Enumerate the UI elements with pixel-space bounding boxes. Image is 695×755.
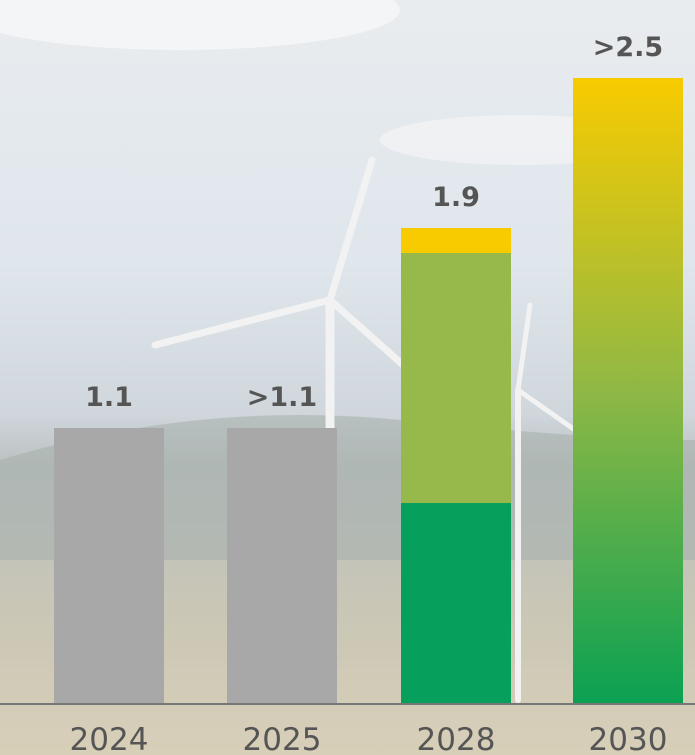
bar — [401, 253, 511, 503]
x-tick-label: 2024 — [70, 722, 149, 755]
bar — [401, 503, 511, 703]
value-label: >1.1 — [247, 382, 317, 413]
value-label: 1.9 — [432, 182, 480, 213]
value-label: >2.5 — [593, 32, 663, 63]
bar — [401, 228, 511, 253]
cloud — [0, 0, 400, 50]
bar — [54, 428, 164, 703]
bar — [573, 78, 683, 703]
plot — [54, 78, 683, 703]
x-tick-label: 2025 — [243, 722, 322, 755]
bar — [227, 428, 337, 703]
x-tick-label: 2028 — [417, 722, 496, 755]
x-tick-label: 2030 — [589, 722, 668, 755]
value-label: 1.1 — [85, 382, 133, 413]
hills — [0, 415, 695, 560]
